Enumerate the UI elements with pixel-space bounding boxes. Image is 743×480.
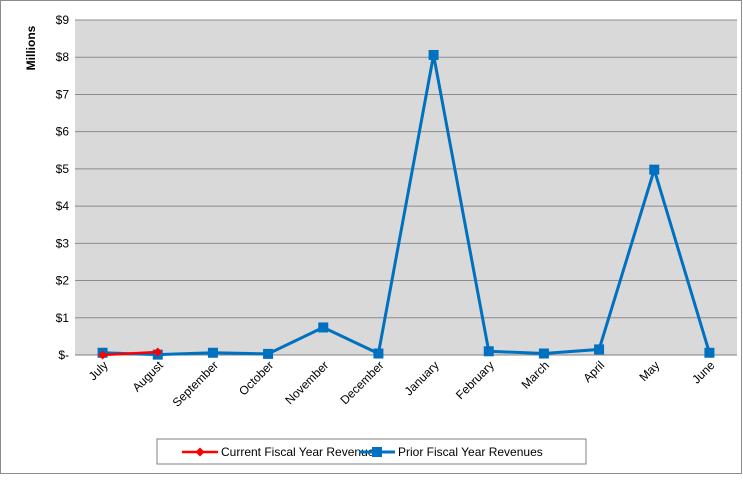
y-tick-label: $6 bbox=[56, 125, 70, 139]
legend-marker bbox=[195, 447, 205, 457]
data-point bbox=[594, 344, 605, 355]
legend-current: Current Fiscal Year Revenues bbox=[182, 445, 380, 459]
plot-area bbox=[75, 20, 737, 355]
data-point bbox=[373, 348, 384, 359]
y-tick-label: $4 bbox=[56, 199, 70, 213]
y-tick-label: $- bbox=[58, 348, 69, 362]
legend: Current Fiscal Year Revenues Prior Fiscal… bbox=[156, 438, 587, 465]
data-point bbox=[649, 164, 660, 175]
y-tick-label: $2 bbox=[56, 274, 70, 288]
data-point bbox=[153, 347, 163, 357]
y-tick-labels: $- $1 $2 $3 $4 $5 $6 $7 $8 $9 bbox=[56, 13, 70, 362]
legend-items: Current Fiscal Year Revenues Prior Fiscal… bbox=[182, 445, 543, 459]
y-tick-label: $8 bbox=[56, 50, 70, 64]
y-axis-title: Millions bbox=[24, 25, 38, 70]
series-line bbox=[102, 350, 158, 357]
y-tick-label: $3 bbox=[56, 236, 70, 250]
data-point bbox=[263, 348, 274, 359]
series-layer bbox=[97, 49, 715, 360]
y-tick-label: $1 bbox=[56, 311, 70, 325]
legend-label: Prior Fiscal Year Revenues bbox=[398, 445, 543, 459]
data-point bbox=[318, 322, 329, 333]
data-point bbox=[98, 350, 108, 360]
data-point bbox=[207, 347, 218, 358]
y-tick-label: $7 bbox=[56, 87, 70, 101]
data-point bbox=[538, 348, 549, 359]
gridlines bbox=[75, 19, 737, 319]
y-tick-label: $9 bbox=[56, 13, 70, 27]
series-line bbox=[102, 54, 711, 357]
data-point bbox=[428, 49, 439, 60]
legend-label: Current Fiscal Year Revenues bbox=[221, 445, 380, 459]
data-point bbox=[704, 347, 715, 358]
series-current bbox=[98, 347, 163, 360]
data-point bbox=[483, 346, 494, 357]
legend-marker bbox=[372, 447, 382, 457]
y-tick-label: $5 bbox=[56, 162, 70, 176]
legend-prior: Prior Fiscal Year Revenues bbox=[359, 445, 543, 459]
